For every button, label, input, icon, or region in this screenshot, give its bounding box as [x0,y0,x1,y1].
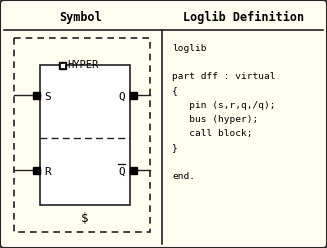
Bar [130,92,137,99]
Text: R: R [44,167,51,177]
Text: end.: end. [172,172,195,181]
Text: S: S [44,92,51,102]
Bar [33,92,40,99]
Bar [130,167,137,174]
Text: part dff : virtual: part dff : virtual [172,72,276,81]
Text: Q: Q [118,92,125,102]
Text: HYPER: HYPER [67,60,98,70]
Text: $: $ [81,213,89,225]
Text: Loglib Definition: Loglib Definition [183,10,304,24]
Text: Symbol: Symbol [60,10,102,24]
Text: }: } [172,143,178,153]
Bar [40,65,130,205]
Text: pin (s,r,q,/q);: pin (s,r,q,/q); [172,101,276,110]
Text: Q: Q [118,167,125,177]
Text: call block;: call block; [172,129,252,138]
Text: loglib: loglib [172,44,206,53]
Bar [60,63,65,68]
Bar [59,62,66,69]
Bar [33,167,40,174]
Bar [14,38,150,232]
Text: bus (hyper);: bus (hyper); [172,115,258,124]
Text: {: { [172,87,178,95]
